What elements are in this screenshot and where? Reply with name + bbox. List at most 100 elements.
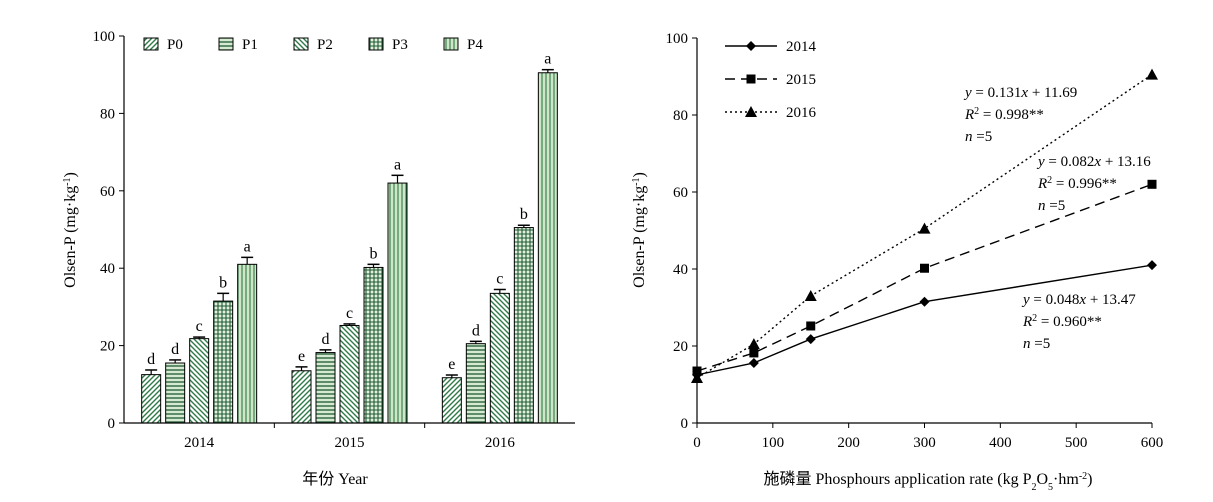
legend-label: 2014 — [786, 39, 817, 55]
line-chart-x-tick-label: 300 — [913, 435, 936, 451]
significance-letter: b — [370, 245, 378, 262]
bar — [363, 266, 384, 424]
line-chart-x-tick-label: 500 — [1065, 435, 1088, 451]
bar — [513, 227, 534, 424]
bar-chart-y-tick-label: 80 — [100, 106, 115, 122]
bar — [339, 324, 360, 424]
marker-triangle — [745, 106, 757, 117]
bar — [315, 352, 336, 424]
significance-letter: e — [298, 348, 305, 365]
marker-square — [749, 348, 759, 358]
bar-chart-x-ticks: 2014 2015 2016 — [184, 423, 515, 451]
line-chart-legend: 2014 2015 2016 — [725, 39, 817, 121]
significance-letter: c — [196, 318, 203, 335]
legend-swatch — [368, 37, 384, 51]
svg-text:n =5: n =5 — [965, 129, 992, 145]
significance-letter: d — [147, 351, 155, 368]
legend-label: P4 — [467, 37, 483, 53]
significance-letter: c — [496, 270, 503, 287]
bar-chart-y-axis-label: Olsen-P (mg·kg-1) — [62, 172, 80, 288]
line-chart-y-axis-label: Olsen-P (mg·kg-1) — [631, 172, 649, 288]
svg-text:y = 0.131x + 11.69: y = 0.131x + 11.69 — [963, 85, 1077, 101]
marker-square — [806, 321, 816, 331]
line-chart-y-tick-label: 40 — [673, 262, 688, 278]
bar — [165, 362, 186, 424]
svg-text:R2 = 0.996**: R2 = 0.996** — [1037, 175, 1117, 193]
line-chart-y-tick-label: 0 — [681, 416, 689, 432]
svg-text:n =5: n =5 — [1023, 336, 1050, 352]
bar — [537, 72, 558, 424]
bar-chart-x-tick-label: 2014 — [184, 435, 215, 451]
bar — [291, 370, 312, 424]
bar-chart-y-tick-label: 0 — [108, 416, 116, 432]
bar-chart-x-axis-label: 年份 Year — [302, 470, 368, 488]
significance-letter: a — [544, 51, 551, 68]
significance-letter: a — [394, 156, 401, 173]
marker-triangle — [918, 222, 931, 234]
legend-label: P0 — [167, 37, 183, 53]
line-chart-x-tick-label: 200 — [837, 435, 860, 451]
line-chart-x-tick-label: 600 — [1141, 435, 1164, 451]
bar-chart-x-tick-label: 2015 — [335, 435, 365, 451]
series-line-2015 — [696, 183, 1153, 372]
bar — [213, 300, 234, 424]
marker-diamond — [919, 296, 930, 307]
bar — [465, 343, 486, 424]
line-chart-y-tick-label: 20 — [673, 339, 688, 355]
svg-text:R2 = 0.960**: R2 = 0.960** — [1022, 313, 1102, 331]
bar-chart-legend: P0 P1 P2 P3 P4 — [143, 37, 483, 53]
legend-label: P2 — [317, 37, 333, 53]
significance-letter: b — [219, 274, 227, 291]
line-chart-x-tick-label: 100 — [762, 435, 785, 451]
svg-text:y = 0.048x + 13.47: y = 0.048x + 13.47 — [1021, 292, 1136, 308]
line-chart-x-axis-label: 施磷量 Phosphours application rate (kg P2O5… — [764, 470, 1093, 493]
marker-triangle — [691, 371, 703, 383]
marker-diamond — [748, 357, 759, 368]
svg-text:y = 0.082x + 13.16: y = 0.082x + 13.16 — [1036, 154, 1151, 170]
bar — [189, 338, 210, 424]
legend-swatch — [143, 37, 159, 51]
marker-square — [746, 74, 756, 84]
bar — [489, 292, 510, 424]
bar — [237, 263, 258, 424]
line-chart-y-tick-label: 100 — [666, 31, 689, 47]
marker-square — [920, 263, 929, 273]
marker-triangle — [747, 338, 760, 350]
annotation-2015: y = 0.082x + 13.16 R2 = 0.996** n =5 — [1036, 154, 1151, 214]
svg-text:R2 = 0.998**: R2 = 0.998** — [964, 106, 1044, 124]
bar-chart-y-tick-label: 100 — [93, 29, 116, 45]
bar — [387, 182, 408, 424]
legend-swatch — [443, 37, 459, 51]
legend-label: P1 — [242, 37, 258, 53]
significance-letter: d — [171, 341, 179, 358]
marker-diamond — [746, 41, 756, 51]
annotation-2014: y = 0.048x + 13.47 R2 = 0.960** n =5 — [1021, 292, 1136, 352]
significance-letter: d — [472, 322, 480, 339]
line-chart-x-ticks: 0 100 200 300 400 500 600 — [693, 423, 1163, 451]
line-chart-x-tick-label: 0 — [693, 435, 701, 451]
significance-letter: c — [346, 305, 353, 322]
bar-chart-y-tick-label: 40 — [100, 261, 115, 277]
bar — [441, 377, 462, 424]
legend-swatch — [293, 37, 309, 51]
line-chart-y-ticks: 0 20 40 60 80 100 — [666, 31, 697, 432]
marker-diamond — [1147, 260, 1157, 271]
marker-square — [692, 366, 702, 376]
legend-label: 2015 — [786, 72, 816, 88]
significance-letter: d — [322, 331, 330, 348]
bar-chart-x-tick-label: 2016 — [485, 435, 516, 451]
line-chart-y-tick-label: 60 — [673, 185, 688, 201]
bar-chart-y-tick-label: 60 — [100, 184, 115, 200]
annotation-2016: y = 0.131x + 11.69 R2 = 0.998** n =5 — [963, 85, 1077, 145]
line-chart-y-tick-label: 80 — [673, 108, 688, 124]
bar-chart-axes — [123, 36, 575, 424]
legend-swatch — [218, 37, 234, 51]
marker-triangle — [1146, 68, 1158, 80]
bar-chart-y-tick-label: 20 — [100, 339, 115, 355]
bar-chart-y-ticks: 0 20 40 60 80 100 — [93, 29, 124, 432]
line-chart-series — [691, 68, 1158, 383]
marker-diamond — [805, 334, 816, 345]
